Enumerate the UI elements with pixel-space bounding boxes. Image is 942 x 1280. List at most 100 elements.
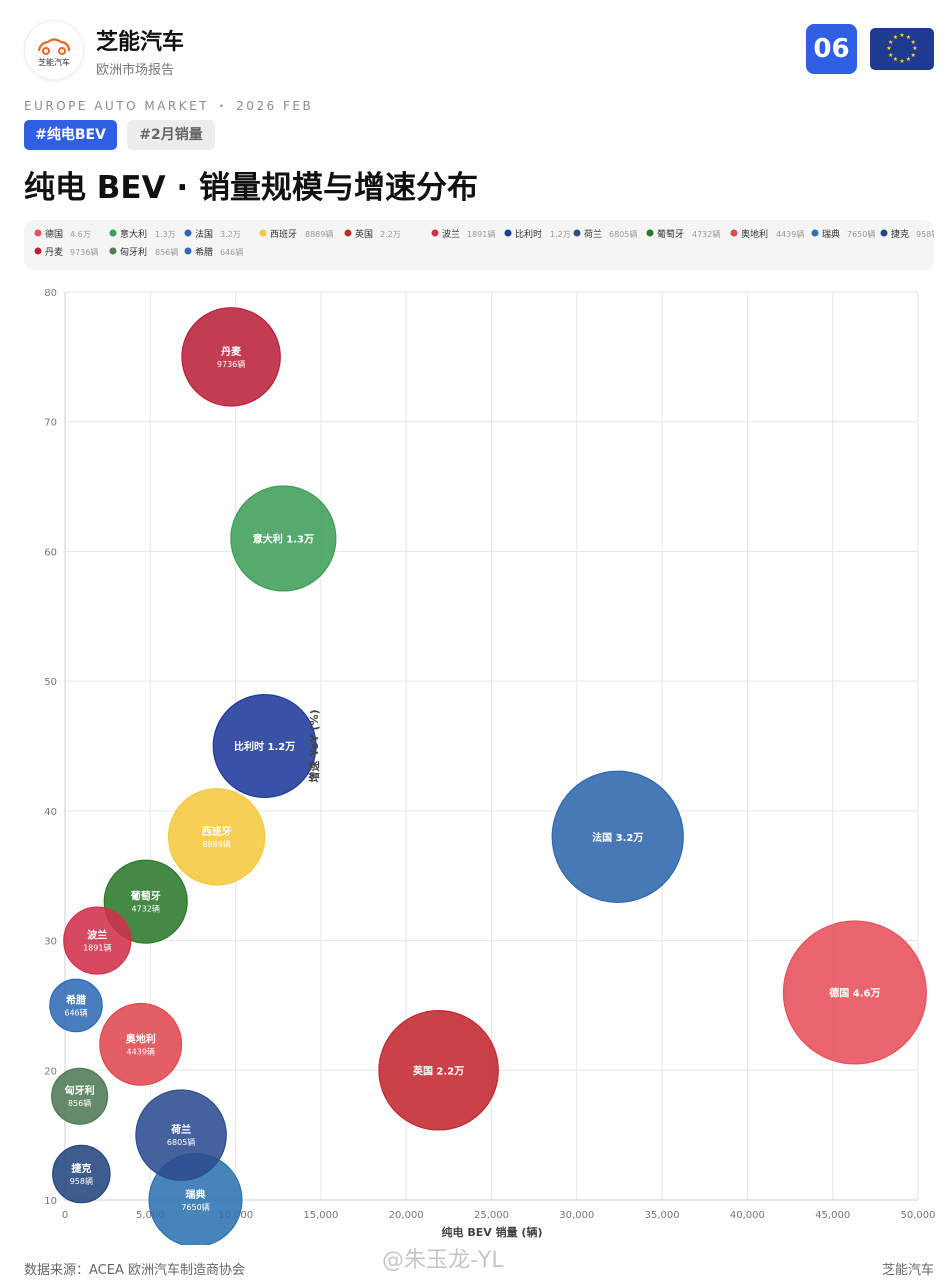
watermark: @朱玉龙-YL [382, 1248, 504, 1273]
legend-name: 丹麦 [45, 246, 63, 258]
flag-star-icon: ★ [892, 56, 899, 64]
legend-value: 8889辆 [305, 229, 333, 239]
bubble-label: 比利时 1.2万 [234, 740, 295, 753]
bubble-label: 丹麦 [221, 345, 242, 358]
legend-name: 捷克 [891, 228, 909, 240]
bubble-捷克[interactable] [52, 1144, 111, 1204]
legend-dot [34, 229, 42, 237]
y-tick-label: 10 [44, 1196, 57, 1207]
flag-star-icon: ★ [886, 45, 892, 52]
legend-dot [504, 229, 512, 237]
legend-value: 3.2万 [220, 230, 241, 239]
bubble-波兰[interactable] [63, 906, 132, 975]
x-tick-label: 45,000 [815, 1210, 850, 1221]
legend-dot [109, 247, 117, 255]
y-tick-label: 60 [44, 547, 57, 558]
legend-name: 法国 [195, 228, 213, 240]
bubble-丹麦[interactable] [181, 307, 281, 407]
x-tick-label: 30,000 [559, 1210, 594, 1221]
bubble-value: 9736辆 [217, 359, 245, 369]
y-tick-label: 20 [44, 1066, 57, 1077]
legend-value: 1.3万 [155, 230, 176, 239]
bubble-value: 8889辆 [202, 839, 230, 849]
bubble-value: 6805辆 [167, 1137, 195, 1147]
bubble-label: 西班牙 [202, 825, 232, 838]
bubble-value: 646辆 [64, 1007, 87, 1017]
y-tick-label: 30 [44, 937, 57, 948]
brand-name: 芝能汽车 [96, 30, 185, 55]
legend-value: 4732辆 [692, 229, 720, 239]
chart-legend: 德国 4.6万 意大利 1.3万 法国 3.2万 西班牙 8889辆 英国 2.2万 波兰 1891辆… [24, 220, 939, 270]
x-axis-label: 纯电 BEV 销量 (辆) [442, 1225, 543, 1239]
bubble-value: 4732辆 [132, 904, 160, 914]
legend-value: 856辆 [155, 247, 178, 257]
legend-name: 波兰 [442, 228, 460, 240]
flag-star-icon: ★ [910, 51, 916, 59]
bubble-匈牙利[interactable] [51, 1067, 109, 1125]
legend-value: 958辆 [916, 229, 934, 239]
bubble-比利时[interactable] [212, 694, 317, 798]
y-tick-label: 50 [44, 677, 57, 688]
legend-value: 9736辆 [70, 247, 98, 257]
bubble-label: 希腊 [65, 993, 86, 1006]
legend-name: 意大利 [120, 228, 147, 240]
y-tick-label: 80 [44, 288, 57, 299]
bubble-英国[interactable] [378, 1010, 499, 1131]
tag-month-sales[interactable]: #2月销量 [127, 120, 215, 150]
legend-dot [109, 229, 117, 237]
car-logo-icon [37, 38, 71, 55]
flag-star-icon: ★ [899, 58, 905, 65]
legend-dot [646, 229, 654, 237]
page-number-badge: 06 [806, 24, 857, 74]
y-axis-label: 增速 YoY (%) [307, 709, 321, 782]
kicker: EUROPE AUTO MARKET ・ 2026 FEB [24, 99, 314, 113]
legend-dot [259, 229, 267, 237]
bubble-西班牙[interactable] [167, 788, 266, 886]
bubble-奥地利[interactable] [99, 1002, 183, 1086]
bubble-label: 英国 2.2万 [412, 1064, 464, 1077]
legend-dot [811, 229, 819, 237]
bubble-label: 德国 4.6万 [828, 986, 880, 999]
bubble-意大利[interactable] [230, 485, 337, 592]
x-tick-label: 40,000 [730, 1210, 765, 1221]
legend-name: 希腊 [195, 246, 213, 258]
legend-svg: 德国 4.6万 意大利 1.3万 法国 3.2万 西班牙 8889辆 英国 2.2万 波兰 1891辆… [34, 228, 939, 258]
brand-subtitle: 欧洲市场报告 [96, 63, 175, 78]
bubble-德国[interactable] [782, 920, 927, 1065]
footer-brand: 芝能汽车 [881, 1263, 934, 1278]
flag-star-icon: ★ [888, 38, 894, 46]
y-tick-label: 40 [44, 807, 57, 818]
y-tick-label: 70 [44, 418, 57, 429]
tag-bev[interactable]: #纯电BEV [24, 120, 117, 150]
legend-name: 德国 [45, 228, 63, 240]
header: 芝能汽车 芝能汽车 欧洲市场报告 06 ★ ★ ★ ★ ★ ★ ★ ★ ★ ★ ★ ★ [24, 20, 934, 80]
bubble-希腊[interactable] [49, 978, 103, 1033]
legend-value: 6805辆 [609, 229, 637, 239]
legend-value: 2.2万 [380, 230, 401, 239]
bubble-label: 葡萄牙 [130, 890, 161, 903]
bubble-label: 捷克 [71, 1162, 91, 1175]
flag-star-icon: ★ [892, 33, 899, 41]
data-source: 数据来源：ACEA 欧洲汽车制造商协会 [24, 1263, 245, 1278]
x-tick-label: 0 [62, 1210, 68, 1221]
flag-star-icon: ★ [905, 33, 912, 41]
legend-name: 比利时 [515, 228, 542, 240]
flag-star-icon: ★ [905, 56, 912, 64]
x-tick-label: 15,000 [303, 1210, 338, 1221]
legend-value: 4439辆 [776, 229, 804, 239]
legend-dot [184, 229, 192, 237]
flag-star-icon: ★ [912, 45, 918, 52]
legend-dot [730, 229, 738, 237]
bubble-label: 波兰 [87, 929, 107, 942]
bubble-荷兰[interactable] [135, 1089, 227, 1181]
legend-dot [34, 247, 42, 255]
bubble-法国[interactable] [551, 770, 684, 903]
x-tick-label: 50,000 [901, 1210, 936, 1221]
bubble-value: 958辆 [70, 1176, 93, 1186]
brand-logo: 芝能汽车 [24, 20, 84, 80]
legend-name: 英国 [355, 228, 373, 240]
bubble-label: 奥地利 [126, 1032, 156, 1045]
x-tick-label: 25,000 [474, 1210, 509, 1221]
legend-dot [184, 247, 192, 255]
flag-star-icon: ★ [888, 51, 894, 59]
